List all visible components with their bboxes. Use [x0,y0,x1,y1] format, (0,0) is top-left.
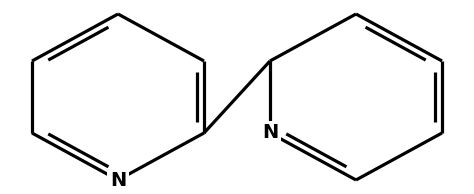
Text: N: N [262,124,278,143]
Text: N: N [110,171,126,190]
